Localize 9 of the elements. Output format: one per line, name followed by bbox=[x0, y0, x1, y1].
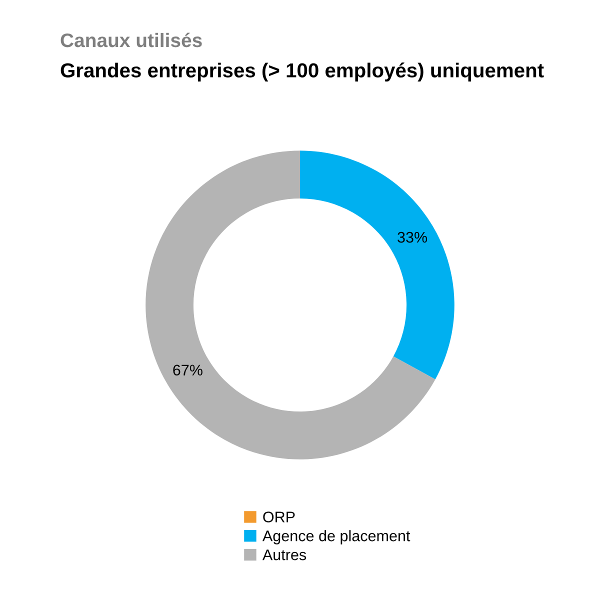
data-label: 67% bbox=[173, 364, 202, 376]
legend-label: Agence de placement bbox=[262, 530, 410, 544]
legend-label: Autres bbox=[262, 550, 306, 560]
chart-title: Canaux utilisés bbox=[60, 32, 202, 48]
donut-slice bbox=[300, 150, 454, 380]
data-label: 33% bbox=[398, 232, 428, 243]
legend-label: ORP bbox=[263, 512, 295, 522]
chart-subtitle: Grandes entreprises (> 100 employés) uniquement bbox=[60, 62, 544, 82]
donut-slice bbox=[146, 150, 436, 460]
